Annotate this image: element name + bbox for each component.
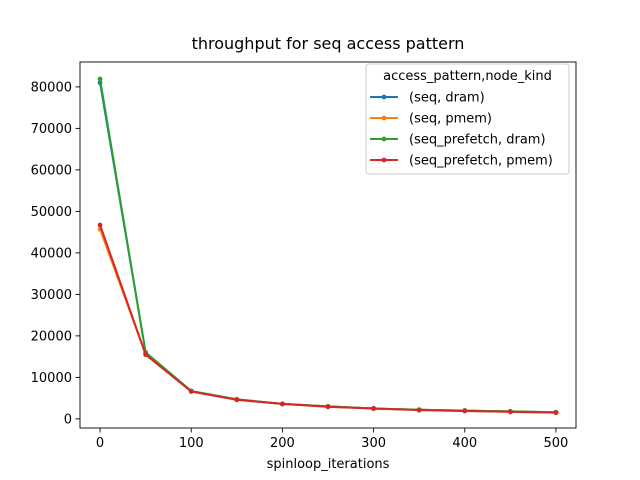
x-tick-label-4: 400	[452, 436, 477, 451]
x-tick-label-1: 100	[179, 436, 204, 451]
axes: 0 100 200 300 400 500 0 10000 20000 30000 40000 500…	[31, 61, 577, 451]
data-point-s3-4	[280, 401, 285, 407]
legend-title: access_pattern,node_kind	[383, 69, 552, 84]
y-tick-label-1: 10000	[31, 371, 72, 386]
data-point-s3-6	[371, 406, 376, 411]
y-tick-label-6: 60000	[31, 163, 72, 178]
x-tick-label-2: 200	[270, 436, 295, 451]
data-point-s3-5	[325, 404, 331, 410]
chart-title: throughput for seq access pattern	[192, 34, 465, 53]
y-tick-label-0: 0	[64, 412, 72, 427]
legend-label-2: (seq_prefetch, dram)	[409, 133, 546, 148]
legend-marker-1	[381, 115, 387, 121]
legend-label-3: (seq_prefetch, pmem)	[409, 154, 553, 169]
x-tick-label-3: 300	[361, 436, 386, 451]
x-tick-label-0: 0	[96, 436, 104, 451]
legend: access_pattern,node_kind (seq, dram) (seq,…	[365, 63, 570, 175]
x-axis-title: spinloop_iterations	[267, 457, 390, 472]
y-tick-label-5: 50000	[31, 205, 72, 220]
data-point-s3-8	[462, 408, 468, 414]
y-tick-label-3: 30000	[31, 288, 72, 303]
y-tick-label-8: 80000	[31, 80, 72, 95]
legend-marker-0	[381, 94, 387, 100]
data-point-s3-9	[507, 409, 513, 415]
data-point-s3-10	[553, 410, 559, 416]
legend-marker-2	[381, 136, 387, 142]
data-point-s3-2	[188, 389, 194, 394]
data-point-s2-0	[97, 76, 103, 82]
series-line-3	[99, 224, 556, 414]
data-point-s3-7	[416, 407, 422, 413]
x-tick-label-5: 500	[544, 436, 569, 451]
legend-label-0: (seq, dram)	[409, 91, 485, 106]
y-tick-label-7: 70000	[31, 122, 72, 137]
y-tick-label-2: 20000	[31, 329, 72, 344]
data-point-s3-1	[143, 352, 149, 357]
legend-label-1: (seq, pmem)	[409, 112, 492, 127]
series-line-1	[99, 228, 556, 414]
legend-box	[365, 63, 570, 175]
plot-area	[97, 76, 559, 416]
plot-frame	[79, 61, 577, 429]
legend-marker-3	[381, 157, 387, 163]
y-tick-label-4: 40000	[31, 246, 72, 261]
data-point-s3-3	[234, 397, 240, 403]
data-point-s3-0	[97, 222, 103, 228]
